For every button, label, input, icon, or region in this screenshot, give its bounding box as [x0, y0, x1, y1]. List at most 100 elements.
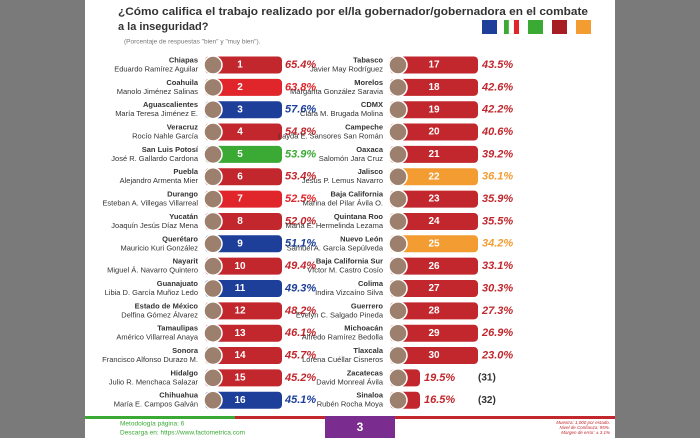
state: Guerrero [351, 301, 384, 310]
row-bar [205, 168, 282, 186]
value-label: 53.9% [285, 148, 316, 160]
row-bar [205, 369, 282, 387]
governor: Jesús P. Lemus Navarro [302, 176, 383, 185]
rank: 9 [237, 238, 243, 249]
state: Tlaxcala [353, 346, 383, 355]
value-label: 36.1% [482, 171, 513, 183]
avatar [388, 189, 408, 209]
avatar [203, 323, 223, 343]
governor: Esteban A. Villegas Villarreal [102, 199, 198, 208]
avatar [203, 77, 223, 98]
row-bar [390, 78, 478, 96]
value-label: 43.5% [481, 59, 513, 71]
rank: 6 [237, 171, 243, 182]
download: Descarga en: https://www.factometrica.co… [120, 430, 245, 437]
rank: 20 [428, 127, 440, 138]
governor: Layda E. Sansores San Román [278, 132, 383, 141]
avatar [388, 390, 408, 410]
value-label: 26.9% [481, 327, 513, 339]
row-bar [205, 347, 282, 365]
logo-pan [482, 20, 497, 34]
value-label: 46.1% [284, 327, 316, 339]
state: Morelos [354, 78, 383, 87]
governor: Delfina Gómez Álvarez [121, 310, 198, 319]
avatar [203, 345, 223, 366]
governor: Evelyn C. Salgado Pineda [296, 310, 384, 319]
rank: 21 [428, 149, 440, 160]
state: CDMX [361, 100, 383, 109]
value-label: 45.1% [284, 394, 316, 406]
avatar [388, 234, 408, 254]
state: Oaxaca [356, 145, 384, 154]
logo-mc [576, 20, 591, 34]
value-label: 16.5% [424, 394, 455, 406]
governor: Rubén Rocha Moya [317, 400, 384, 409]
state: Nuevo León [340, 234, 383, 243]
row-bar [390, 56, 478, 74]
rank: 18 [428, 82, 440, 93]
title-line: a la inseguridad? [118, 21, 209, 33]
value-label: 42.2% [481, 104, 513, 116]
row-bar [205, 235, 282, 253]
value-label: 40.6% [481, 126, 513, 138]
value-label: 53.4% [285, 171, 316, 183]
governor: Américo Villarreal Anaya [116, 333, 198, 342]
rank: 12 [234, 305, 246, 316]
avatar [388, 122, 408, 142]
rank: 22 [428, 171, 440, 182]
state: Zacatecas [347, 368, 383, 377]
governor: Lorena Cuéllar Cisneros [302, 355, 383, 364]
state: Baja California [330, 190, 383, 199]
footer-stripe [235, 416, 325, 419]
rank: (32) [478, 395, 496, 406]
value-label: 51.1% [285, 238, 316, 250]
rank: 24 [428, 216, 440, 227]
rank: 15 [234, 373, 246, 384]
row-bar [205, 56, 282, 74]
avatar [203, 211, 223, 232]
avatar [203, 55, 223, 75]
row-bar [390, 280, 478, 297]
state: Colima [358, 279, 384, 288]
avatar [388, 144, 408, 165]
avatar [388, 256, 408, 276]
rank: 28 [428, 305, 440, 316]
governor: Marina del Pilar Ávila O. [303, 199, 383, 208]
rank: 2 [237, 82, 243, 93]
state: Tamaulipas [157, 324, 198, 333]
governor: Salomón Jara Cruz [319, 154, 383, 163]
rank: 27 [428, 283, 440, 294]
rank: 8 [237, 216, 243, 227]
state: Sinaloa [356, 391, 384, 400]
avatar [203, 256, 223, 276]
governor: Miguel Á. Navarro Quintero [107, 266, 198, 275]
value-label: 65.4% [285, 59, 316, 71]
value-label: 27.3% [481, 305, 513, 317]
state: Guanajuato [157, 279, 199, 288]
avatar [203, 167, 223, 187]
rank: 16 [234, 395, 246, 406]
state: Sonora [172, 346, 199, 355]
row-bar [390, 190, 478, 208]
row-bar [390, 101, 478, 119]
logo-pvem [528, 20, 543, 34]
rank: 7 [237, 194, 243, 205]
rank: 1 [237, 60, 243, 71]
value-label: 49.3% [284, 282, 316, 294]
row-bar [205, 190, 282, 208]
party-logos [482, 19, 591, 35]
value-label: 45.7% [284, 349, 316, 361]
rank: 11 [235, 283, 246, 294]
value-label: 42.6% [481, 81, 513, 93]
value-label: 33.1% [482, 260, 513, 272]
rank: 17 [428, 60, 440, 71]
governor: Julio R. Menchaca Salazar [109, 377, 199, 386]
rank: 4 [237, 127, 243, 138]
row-bar [205, 212, 282, 230]
row-bar [205, 101, 282, 119]
avatar [203, 301, 223, 321]
value-label: 35.9% [482, 193, 513, 205]
logo-pri [508, 19, 515, 35]
